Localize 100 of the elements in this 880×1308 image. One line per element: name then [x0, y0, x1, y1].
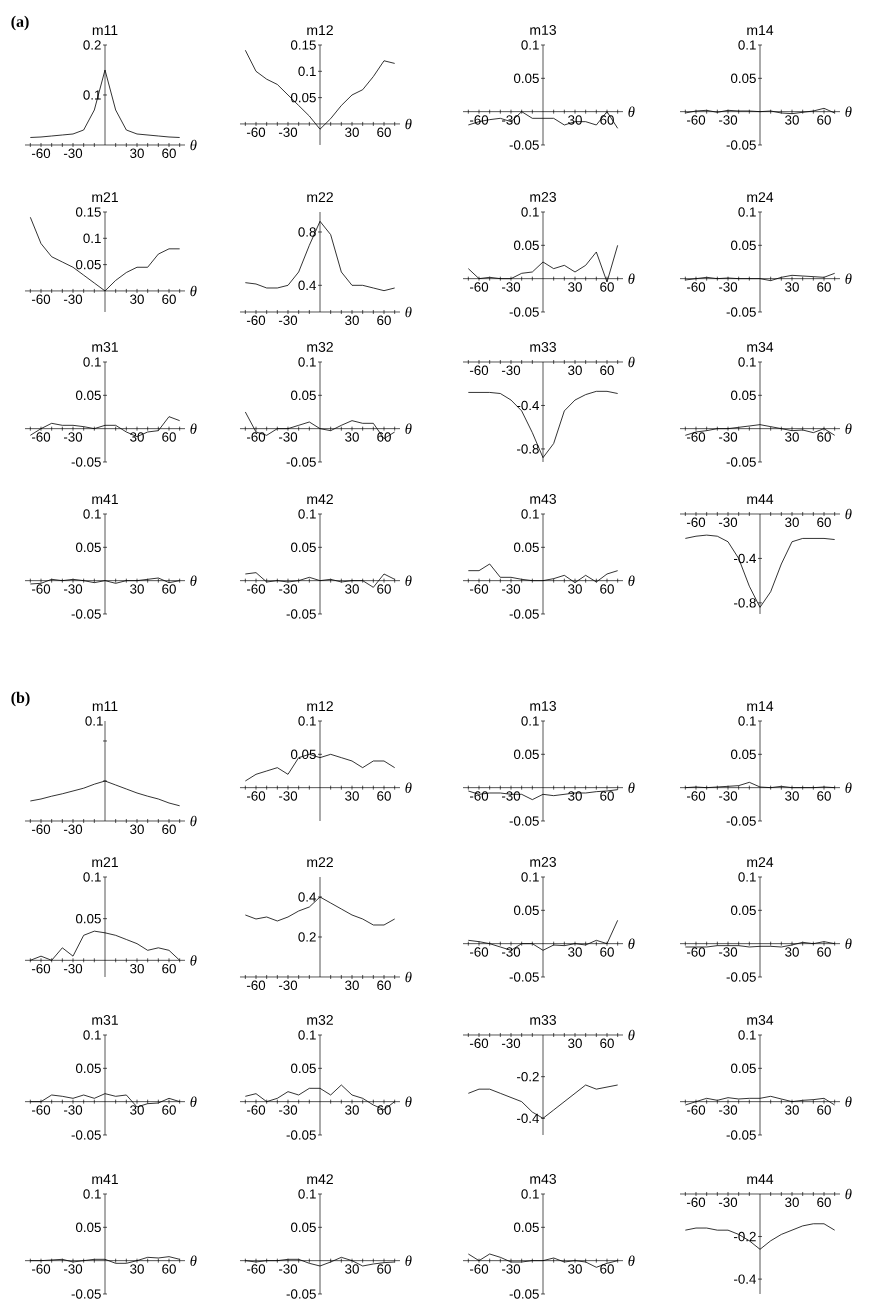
x-tick-label: 60	[377, 127, 391, 137]
y-tick-label: 0.05	[513, 905, 539, 916]
y-tick-label: -0.05	[509, 307, 539, 317]
y-tick-label: -0.05	[509, 609, 539, 619]
x-tick-label: -60	[246, 791, 266, 801]
y-tick-label: 0.1	[521, 509, 539, 519]
x-axis-title: θ	[628, 575, 635, 586]
x-tick-label: -60	[246, 584, 266, 594]
x-tick-label: 60	[600, 1264, 614, 1274]
y-tick-label: -0.05	[71, 1130, 101, 1140]
x-tick-label: -30	[718, 947, 738, 957]
x-tick-label: 60	[817, 1105, 831, 1115]
x-axis-title: θ	[190, 955, 197, 966]
x-axis-title: θ	[628, 1029, 635, 1041]
x-tick-label: 30	[568, 1038, 582, 1049]
x-axis-title: θ	[190, 285, 197, 297]
chart-title: m21	[92, 192, 118, 202]
x-tick-label: -60	[31, 1264, 51, 1274]
y-tick-label: 0.05	[290, 749, 316, 760]
x-tick-label: 30	[785, 432, 799, 442]
x-axis-title: θ	[190, 575, 197, 586]
x-tick-label: 60	[162, 148, 176, 159]
x-tick-label: 30	[785, 1197, 799, 1208]
y-tick-label: 0.05	[290, 1063, 316, 1074]
y-tick-label: -0.05	[726, 816, 756, 826]
y-tick-label: -0.2	[517, 1071, 539, 1082]
x-tick-label: 60	[377, 980, 391, 991]
chart-title: m33	[530, 342, 556, 352]
x-tick-label: -30	[278, 980, 298, 991]
x-tick-label: 30	[130, 584, 144, 594]
x-axis-title: θ	[190, 815, 197, 827]
x-tick-label: -60	[686, 282, 706, 292]
x-tick-label: -30	[63, 584, 83, 594]
x-tick-label: -30	[63, 824, 83, 835]
y-tick-label: -0.05	[509, 972, 539, 982]
chart-title: m23	[530, 857, 556, 867]
y-tick-label: 0.05	[290, 542, 316, 553]
x-tick-label: 60	[600, 947, 614, 957]
x-tick-label: 30	[785, 947, 799, 957]
y-tick-label: 0.05	[290, 92, 316, 103]
x-tick-label: 60	[817, 1197, 831, 1208]
chart-title: m43	[530, 494, 556, 504]
x-tick-label: -60	[686, 517, 706, 528]
y-tick-label: 0.1	[83, 357, 101, 367]
chart-title: m33	[530, 1015, 556, 1025]
x-tick-label: -30	[718, 1197, 738, 1208]
x-tick-label: 60	[377, 432, 391, 442]
x-tick-label: 30	[568, 584, 582, 594]
chart-title: m12	[307, 701, 333, 711]
x-tick-label: 30	[130, 1105, 144, 1115]
y-tick-label: 0.05	[730, 390, 756, 401]
x-tick-label: 60	[162, 1105, 176, 1115]
y-tick-label: -0.05	[726, 307, 756, 317]
x-axis-title: θ	[628, 106, 635, 117]
y-tick-label: -0.05	[509, 1289, 539, 1299]
x-tick-label: 60	[162, 294, 176, 304]
x-tick-label: -60	[246, 1105, 266, 1115]
x-tick-label: 30	[345, 315, 359, 326]
x-tick-label: 60	[600, 115, 614, 125]
y-tick-label: 0.05	[513, 542, 539, 553]
chart-title: m42	[307, 1174, 333, 1184]
x-tick-label: 60	[377, 1264, 391, 1274]
x-tick-label: 30	[568, 947, 582, 957]
x-tick-label: 60	[162, 432, 176, 442]
x-tick-label: -30	[501, 1038, 521, 1049]
y-tick-label: -0.05	[286, 1130, 316, 1140]
y-tick-label: 0.1	[83, 1189, 101, 1199]
chart-title: m44	[747, 494, 774, 504]
chart-title: m24	[747, 857, 774, 867]
x-tick-label: 30	[345, 432, 359, 442]
y-tick-label: 0.05	[75, 1063, 101, 1074]
y-tick-label: 0.1	[83, 1030, 101, 1040]
x-tick-label: -30	[278, 315, 298, 326]
chart-title: m22	[307, 857, 333, 867]
x-tick-label: -30	[278, 127, 298, 137]
x-tick-label: -60	[686, 1105, 706, 1115]
x-axis-title: θ	[190, 139, 197, 151]
chart-title: m11	[92, 25, 118, 35]
x-tick-label: 60	[600, 1038, 614, 1049]
chart-title: m34	[747, 342, 774, 352]
x-tick-label: 30	[785, 1105, 799, 1115]
chart-title: m12	[307, 25, 333, 35]
x-tick-label: 60	[600, 791, 614, 801]
x-tick-label: -60	[686, 791, 706, 801]
x-tick-label: 60	[817, 282, 831, 292]
x-tick-label: 30	[568, 365, 582, 376]
x-tick-label: -30	[63, 432, 83, 442]
x-axis-title: θ	[628, 273, 635, 284]
x-tick-label: 60	[600, 365, 614, 376]
y-tick-label: 0.1	[521, 40, 539, 50]
chart-title: m11	[92, 701, 118, 711]
x-axis-title: θ	[405, 782, 412, 793]
x-tick-label: 60	[817, 791, 831, 801]
x-tick-label: 60	[162, 963, 176, 974]
x-tick-label: -30	[63, 1264, 83, 1274]
y-tick-label: 0.1	[298, 66, 316, 77]
x-tick-label: -30	[278, 1105, 298, 1115]
x-tick-label: -60	[31, 824, 51, 835]
y-tick-label: 0.1	[521, 872, 539, 882]
y-tick-label: 0.15	[290, 40, 316, 50]
